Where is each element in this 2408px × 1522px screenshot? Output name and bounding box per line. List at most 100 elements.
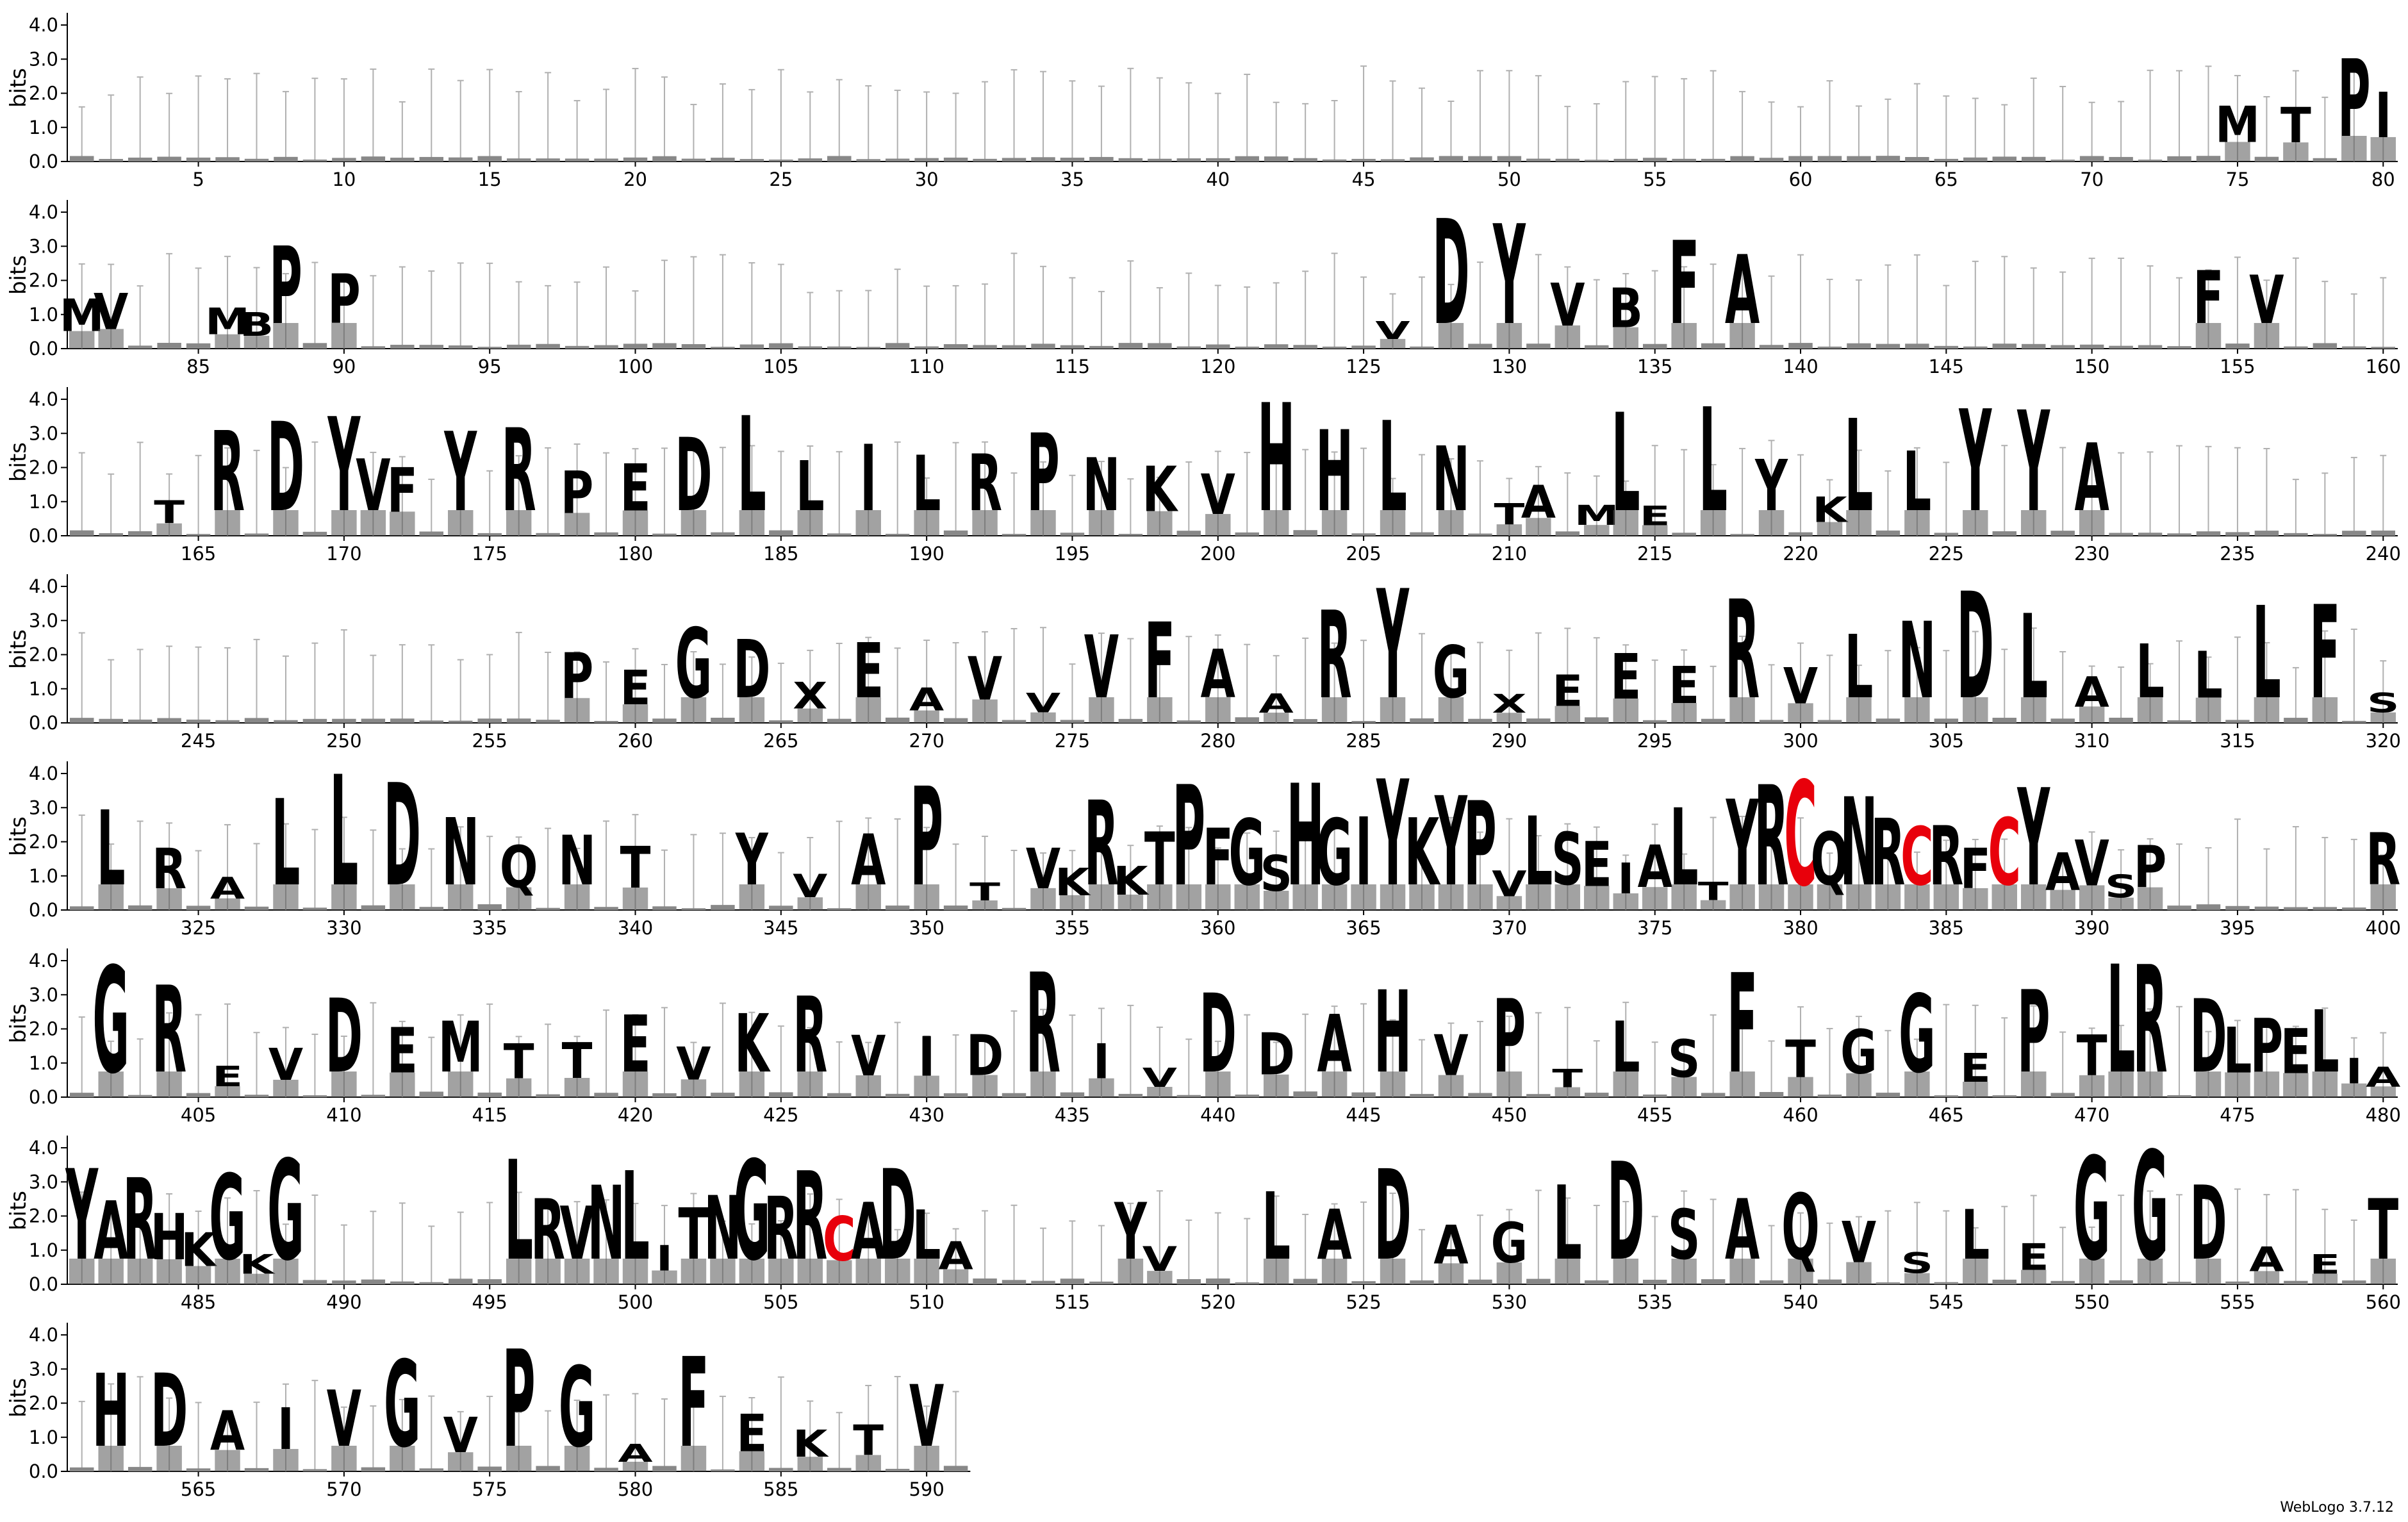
x-tick-label: 415 xyxy=(472,1104,507,1126)
logo-low-info xyxy=(681,158,706,161)
logo-low-info xyxy=(1642,1094,1667,1097)
logo-minor-residues xyxy=(2137,1071,2163,1097)
x-tick-label: 580 xyxy=(618,1478,653,1500)
logo-residue-M: M xyxy=(205,301,250,343)
logo-low-info xyxy=(1293,1091,1317,1097)
logo-minor-residues xyxy=(1788,1077,1813,1097)
logo-minor-residues xyxy=(1846,1262,1872,1284)
logo-residue-I: I xyxy=(1617,855,1634,904)
logo-residue-D: D xyxy=(267,396,304,539)
logo-minor-residues xyxy=(1729,1259,1755,1284)
logo-low-info xyxy=(652,1093,677,1097)
logo-low-info xyxy=(536,343,560,349)
logo-residue-Y: Y xyxy=(327,390,361,541)
logo-low-info xyxy=(856,347,880,349)
x-tick-label: 445 xyxy=(1346,1104,1381,1126)
logo-low-info xyxy=(2371,347,2395,349)
logo-residue-H: H xyxy=(1257,373,1295,545)
logo-residue-K: K xyxy=(1812,490,1849,530)
logo-minor-residues xyxy=(1321,697,1348,723)
logo-minor-residues xyxy=(1321,510,1348,536)
logo-low-info xyxy=(449,157,473,161)
logo-low-info xyxy=(1060,533,1085,536)
logo-residue-K: K xyxy=(181,1223,217,1277)
logo-low-info xyxy=(1176,531,1201,536)
x-tick-label: 85 xyxy=(186,356,210,377)
logo-low-info xyxy=(1235,1095,1259,1097)
x-tick-label: 150 xyxy=(2074,356,2109,377)
logo-low-info xyxy=(274,156,298,161)
x-tick-label: 135 xyxy=(1637,356,1672,377)
logo-low-info xyxy=(1060,720,1085,723)
logo-residue-L: L xyxy=(272,774,301,913)
logo-low-info xyxy=(2138,533,2163,536)
y-tick-label: 4.0 xyxy=(29,1137,58,1159)
logo-residue-V: V xyxy=(356,444,391,527)
logo-residue-G: G xyxy=(2074,1127,2111,1292)
y-tick-label: 1.0 xyxy=(29,1052,58,1074)
logo-minor-residues xyxy=(1963,1081,1988,1097)
logo-low-info xyxy=(361,156,386,161)
logo-residue-L: L xyxy=(504,1132,533,1291)
logo-residue-B: B xyxy=(240,306,274,344)
logo-low-info xyxy=(128,905,153,910)
logo-residue-N: N xyxy=(558,822,596,901)
logo-low-info xyxy=(1613,158,1638,161)
logo-minor-residues xyxy=(1788,1259,1813,1284)
logo-minor-residues xyxy=(331,510,357,536)
logo-minor-residues xyxy=(1438,323,1464,349)
x-tick-label: 345 xyxy=(763,917,798,939)
logo-low-info xyxy=(1176,158,1201,161)
logo-minor-residues xyxy=(215,510,240,536)
logo-low-info xyxy=(361,1095,386,1097)
logo-residue-F: F xyxy=(2309,579,2340,728)
logo-residue-F: F xyxy=(1203,813,1233,904)
x-tick-label: 255 xyxy=(472,730,507,752)
logo-residue-A: A xyxy=(1521,476,1556,529)
logo-minor-residues xyxy=(1613,1071,1638,1097)
logo-low-info xyxy=(914,158,939,161)
logo-low-info xyxy=(769,1092,793,1097)
logo-low-info xyxy=(506,344,531,349)
logo-residue-V: V xyxy=(327,1375,361,1464)
logo-residue-P: P xyxy=(502,1322,535,1478)
logo-low-info xyxy=(1759,720,1784,723)
logo-minor-residues xyxy=(564,884,590,910)
logo-low-info xyxy=(1468,1093,1492,1097)
logo-minor-residues xyxy=(855,697,881,723)
x-tick-label: 245 xyxy=(181,730,216,752)
logo-minor-residues xyxy=(1671,702,1697,723)
logo-low-info xyxy=(594,345,618,349)
logo-residue-X: X xyxy=(793,675,827,718)
logo-low-info xyxy=(827,1468,852,1471)
x-tick-label: 505 xyxy=(763,1291,798,1313)
logo-low-info xyxy=(885,1093,910,1097)
logo-residue-K: K xyxy=(1113,858,1149,904)
logo-low-info xyxy=(1322,346,1347,349)
logo-residue-V: V xyxy=(968,645,1003,714)
logo-minor-residues xyxy=(1496,713,1522,723)
logo-minor-residues xyxy=(1496,896,1522,910)
logo-low-info xyxy=(1351,1092,1376,1097)
logo-residue-I: I xyxy=(277,1396,294,1462)
logo-residue-G: G xyxy=(1840,1017,1877,1088)
logo-residue-P: P xyxy=(1464,778,1496,913)
logo-residue-H: H xyxy=(1374,967,1412,1098)
logo-low-info xyxy=(652,343,677,349)
y-tick-label: 1.0 xyxy=(29,865,58,887)
logo-residue-A: A xyxy=(2075,668,2109,716)
logo-low-info xyxy=(1410,157,1434,161)
logo-low-info xyxy=(1934,345,1959,349)
x-tick-label: 410 xyxy=(326,1104,361,1126)
logo-low-info xyxy=(2225,1281,2250,1284)
logo-low-info xyxy=(1060,345,1085,349)
logo-minor-residues xyxy=(1758,884,1785,910)
logo-low-info xyxy=(2167,1282,2191,1284)
logo-low-info xyxy=(419,1468,444,1471)
logo-residue-A: A xyxy=(2045,842,2080,902)
logo-low-info xyxy=(1934,533,1959,536)
logo-minor-residues xyxy=(2108,897,2134,910)
logo-minor-residues xyxy=(1788,884,1813,910)
logo-low-info xyxy=(128,157,153,161)
logo-residue-V: V xyxy=(1550,271,1585,340)
